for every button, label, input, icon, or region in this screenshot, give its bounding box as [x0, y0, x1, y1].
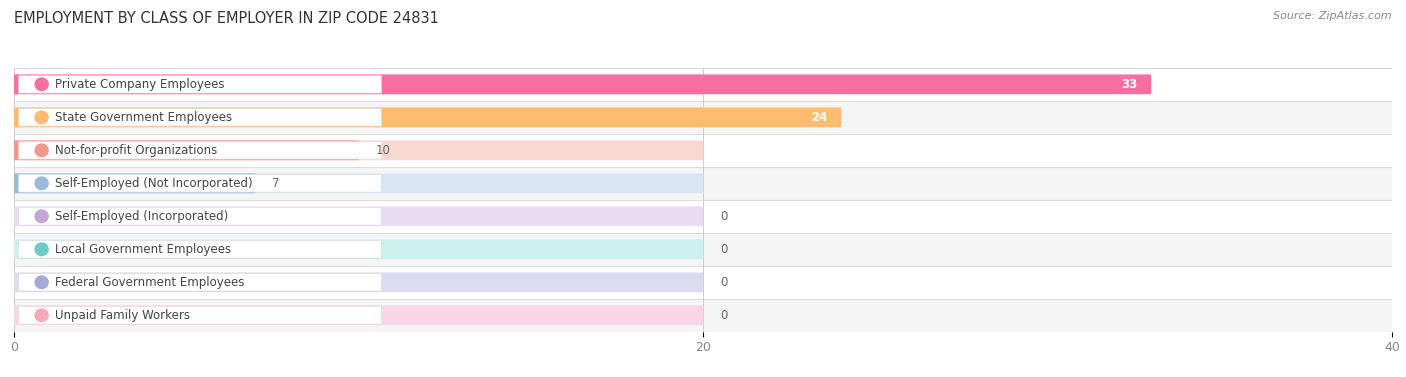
Bar: [14, 200, 1392, 233]
Text: 33: 33: [1121, 78, 1137, 91]
Text: 0: 0: [720, 210, 727, 223]
FancyBboxPatch shape: [18, 208, 381, 225]
Bar: [14, 299, 1392, 332]
Circle shape: [35, 309, 48, 322]
Text: 0: 0: [720, 243, 727, 256]
Text: 0: 0: [720, 276, 727, 289]
FancyBboxPatch shape: [14, 141, 703, 160]
Circle shape: [35, 111, 48, 124]
Text: 7: 7: [273, 177, 280, 190]
Text: 0: 0: [720, 309, 727, 322]
Text: Private Company Employees: Private Company Employees: [55, 78, 225, 91]
Circle shape: [35, 177, 48, 190]
Bar: [14, 101, 1392, 134]
Circle shape: [35, 144, 48, 156]
Text: Self-Employed (Incorporated): Self-Employed (Incorporated): [55, 210, 229, 223]
FancyBboxPatch shape: [14, 239, 703, 259]
FancyBboxPatch shape: [14, 173, 703, 193]
Text: 10: 10: [375, 144, 391, 157]
Bar: [14, 266, 1392, 299]
Text: Local Government Employees: Local Government Employees: [55, 243, 232, 256]
FancyBboxPatch shape: [18, 307, 381, 324]
Circle shape: [35, 276, 48, 288]
FancyBboxPatch shape: [18, 76, 381, 93]
Bar: [14, 134, 1392, 167]
FancyBboxPatch shape: [18, 142, 381, 159]
Text: Unpaid Family Workers: Unpaid Family Workers: [55, 309, 190, 322]
FancyBboxPatch shape: [14, 141, 359, 160]
FancyBboxPatch shape: [14, 75, 1152, 94]
FancyBboxPatch shape: [14, 107, 841, 127]
FancyBboxPatch shape: [18, 175, 381, 192]
Text: State Government Employees: State Government Employees: [55, 111, 232, 124]
Text: Not-for-profit Organizations: Not-for-profit Organizations: [55, 144, 218, 157]
FancyBboxPatch shape: [18, 241, 381, 258]
Circle shape: [35, 243, 48, 256]
Bar: [14, 167, 1392, 200]
Text: Source: ZipAtlas.com: Source: ZipAtlas.com: [1274, 11, 1392, 21]
Circle shape: [35, 210, 48, 222]
Circle shape: [35, 78, 48, 90]
FancyBboxPatch shape: [18, 274, 381, 291]
Text: 24: 24: [811, 111, 827, 124]
FancyBboxPatch shape: [14, 207, 703, 226]
Text: Federal Government Employees: Federal Government Employees: [55, 276, 245, 289]
Bar: [14, 68, 1392, 101]
FancyBboxPatch shape: [18, 109, 381, 126]
Text: EMPLOYMENT BY CLASS OF EMPLOYER IN ZIP CODE 24831: EMPLOYMENT BY CLASS OF EMPLOYER IN ZIP C…: [14, 11, 439, 26]
Text: Self-Employed (Not Incorporated): Self-Employed (Not Incorporated): [55, 177, 253, 190]
FancyBboxPatch shape: [14, 75, 703, 94]
FancyBboxPatch shape: [14, 173, 256, 193]
FancyBboxPatch shape: [14, 107, 703, 127]
FancyBboxPatch shape: [14, 273, 703, 292]
FancyBboxPatch shape: [14, 305, 703, 325]
Bar: [14, 233, 1392, 266]
